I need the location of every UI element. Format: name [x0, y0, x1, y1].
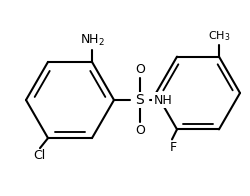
Text: F: F	[170, 141, 176, 154]
Text: NH$_2$: NH$_2$	[80, 33, 104, 48]
Text: CH$_3$: CH$_3$	[208, 29, 230, 43]
Text: S: S	[136, 93, 144, 107]
Text: NH: NH	[154, 93, 172, 106]
Text: O: O	[135, 63, 145, 76]
Text: Cl: Cl	[33, 149, 45, 162]
Text: O: O	[135, 124, 145, 137]
